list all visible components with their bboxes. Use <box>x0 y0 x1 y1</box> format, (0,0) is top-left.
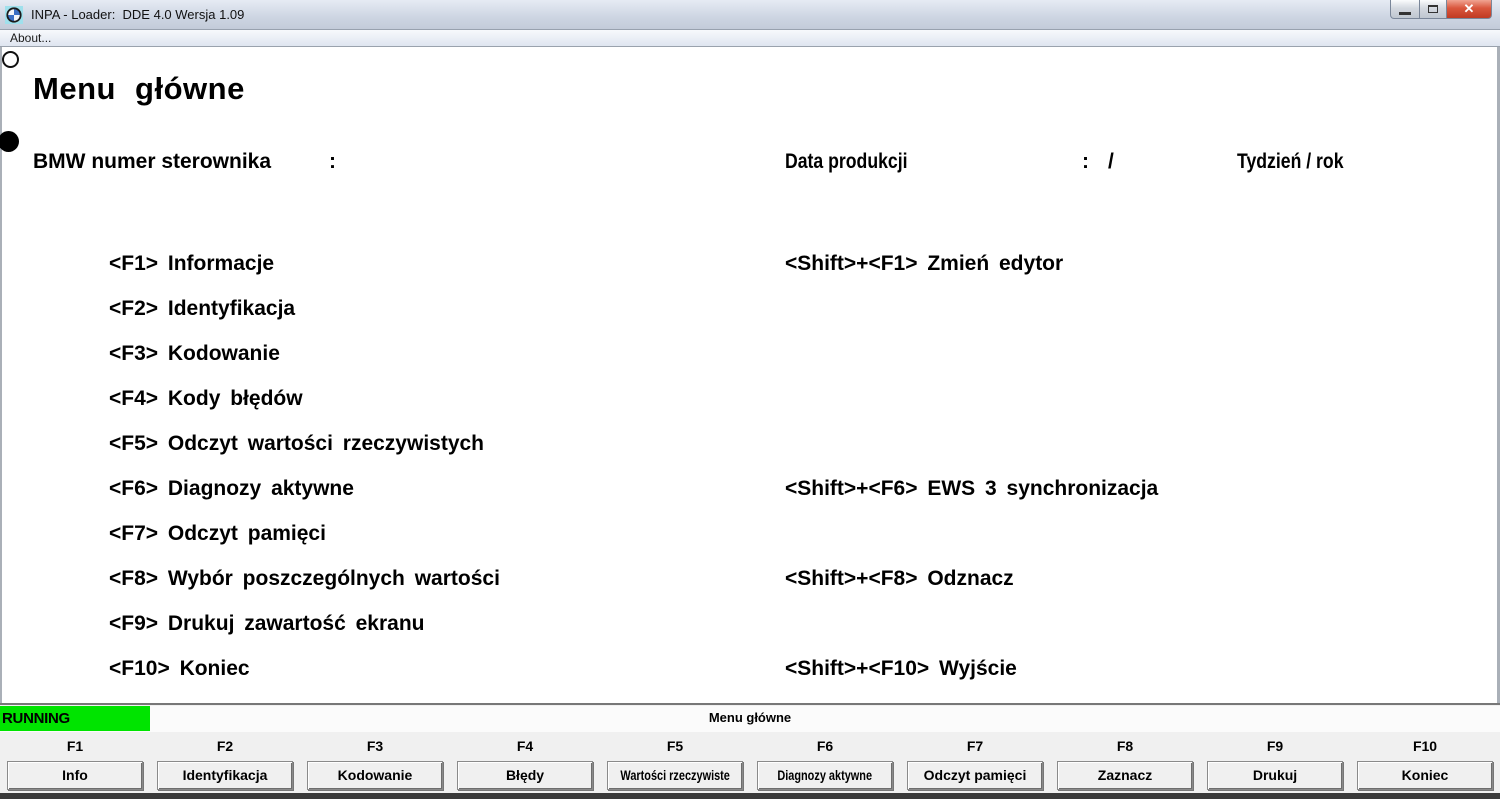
menu-item-shift-f10: <Shift>+<F10> Wyjście <box>785 657 1017 680</box>
ecu-number-label: BMW numer sterownika <box>33 150 272 173</box>
production-date-colon: : <box>1082 150 1089 173</box>
menu-item-shift-f8: <Shift>+<F8> Odznacz <box>785 567 1014 590</box>
menu-item-f4: <F4> Kody błędów <box>109 387 303 410</box>
close-button[interactable]: ✕ <box>1446 0 1492 19</box>
maximize-button[interactable] <box>1419 0 1447 19</box>
fkey-label-f4: F4 <box>516 738 534 754</box>
menu-item-f5: <F5> Odczyt wartości rzeczywistych <box>109 432 485 455</box>
close-icon: ✕ <box>1463 1 1475 16</box>
menu-item-f3: <F3> Kodowanie <box>109 342 280 365</box>
menu-item-f10: <F10> Koniec <box>109 657 250 680</box>
menu-item-f2: <F2> Identyfikacja <box>109 297 296 320</box>
window-controls: ✕ <box>1390 0 1492 19</box>
bmw-logo-icon <box>5 5 23 24</box>
ecu-number-colon: : <box>329 150 336 173</box>
fkey-label-row: F1 F2 F3 F4 F5 F6 F7 F8 F9 F10 <box>0 734 1500 756</box>
fkey-label-f8: F8 <box>1116 738 1134 754</box>
info-row: BMW numer sterownika : Data produkcji : … <box>2 150 1497 176</box>
main-screen: Menu główne BMW numer sterownika : Data … <box>0 47 1500 703</box>
f10-koniec-button[interactable]: Koniec <box>1357 760 1493 790</box>
f5-wartosci-rzeczywiste-button[interactable]: Wartości rzeczywiste <box>607 760 743 790</box>
production-date-unit: Tydzień / rok <box>1237 150 1344 173</box>
status-circle-outline-icon <box>2 51 19 68</box>
f3-kodowanie-button[interactable]: Kodowanie <box>307 760 443 790</box>
status-area: RUNNING Menu główne F1 F2 F3 F4 F5 F6 F7… <box>0 703 1500 793</box>
f8-zaznacz-button[interactable]: Zaznacz <box>1057 760 1193 790</box>
status-circle-filled-icon <box>0 131 19 152</box>
f2-identyfikacja-button[interactable]: Identyfikacja <box>157 760 293 790</box>
fkey-label-f9: F9 <box>1266 738 1284 754</box>
menu-item-shift-f1: <Shift>+<F1> Zmień edytor <box>785 252 1064 275</box>
f9-drukuj-button[interactable]: Drukuj <box>1207 760 1343 790</box>
menu-item-f9: <F9> Drukuj zawartość ekranu <box>109 612 425 635</box>
fkey-button-row: Info Identyfikacja Kodowanie Błędy Warto… <box>0 758 1500 792</box>
fkey-label-f6: F6 <box>816 738 834 754</box>
minimize-button[interactable] <box>1390 0 1420 19</box>
current-screen-title: Menu główne <box>708 710 792 725</box>
menu-bar: About... <box>0 30 1500 47</box>
f4-bledy-button[interactable]: Błędy <box>457 760 593 790</box>
menu-item-shift-f6: <Shift>+<F6> EWS 3 synchronizacja <box>785 477 1159 500</box>
maximize-icon <box>1428 5 1438 13</box>
menu-about[interactable]: About... <box>10 31 52 45</box>
title-bar: INPA - Loader: DDE 4.0 Wersja 1.09 ✕ <box>0 0 1500 30</box>
fkey-label-f5: F5 <box>666 738 684 754</box>
f1-info-button[interactable]: Info <box>7 760 143 790</box>
f6-diagnozy-aktywne-button[interactable]: Diagnozy aktywne <box>757 760 893 790</box>
menu-item-f1: <F1> Informacje <box>109 252 275 275</box>
production-date-slash: / <box>1108 150 1114 173</box>
fkey-label-f1: F1 <box>66 738 84 754</box>
f7-odczyt-pamieci-button[interactable]: Odczyt pamięci <box>907 760 1043 790</box>
status-badge: RUNNING <box>0 706 150 731</box>
page-title: Menu główne <box>33 71 245 106</box>
menu-item-f6: <F6> Diagnozy aktywne <box>109 477 354 500</box>
window-title: INPA - Loader: DDE 4.0 Wersja 1.09 <box>31 7 245 22</box>
fkey-label-f10: F10 <box>1412 738 1438 754</box>
production-date-label: Data produkcji <box>785 150 908 173</box>
menu-item-f8: <F8> Wybór poszczególnych wartości <box>109 567 500 590</box>
menu-item-f7: <F7> Odczyt pamięci <box>109 522 326 545</box>
minimize-icon <box>1399 11 1411 15</box>
status-row: RUNNING Menu główne <box>0 706 1500 732</box>
window-bottom-frame <box>0 793 1500 799</box>
fkey-label-f2: F2 <box>216 738 234 754</box>
fkey-label-f3: F3 <box>366 738 384 754</box>
fkey-label-f7: F7 <box>966 738 984 754</box>
